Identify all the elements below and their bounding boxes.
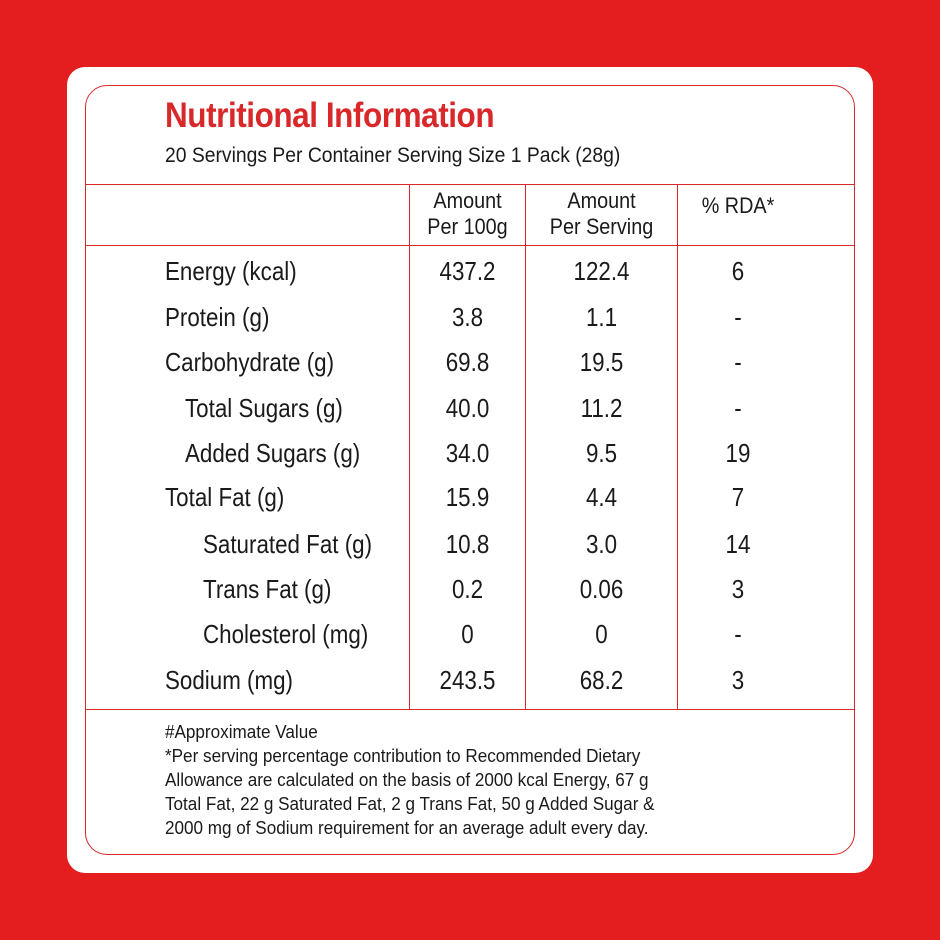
value-rda: 3 bbox=[731, 574, 745, 604]
nutrient-row-energy: Energy (kcal) 437.2 122.4 6 bbox=[0, 248, 940, 294]
nutrient-row-total-fat: Total Fat (g) 15.9 4.4 7 bbox=[0, 474, 940, 520]
value-rda: 3 bbox=[731, 665, 745, 695]
value-rda: - bbox=[734, 302, 742, 332]
nutrient-row-saturated-fat: Saturated Fat (g) 10.8 3.0 14 bbox=[0, 521, 940, 567]
value-per-serving: 19.5 bbox=[579, 347, 624, 377]
column-divider-2 bbox=[525, 185, 526, 710]
footnote-line: Allowance are calculated on the basis of… bbox=[165, 770, 649, 790]
nutrient-row-carbohydrate: Carbohydrate (g) 69.8 19.5 - bbox=[0, 339, 940, 385]
value-per-serving: 1.1 bbox=[585, 302, 618, 332]
label-card bbox=[67, 67, 873, 873]
nutrient-label: Trans Fat (g) bbox=[203, 574, 332, 604]
value-per-100g: 437.2 bbox=[439, 256, 496, 286]
column-header-rda: % RDA* bbox=[701, 193, 775, 218]
value-rda: 14 bbox=[725, 529, 751, 559]
nutrient-label: Energy (kcal) bbox=[165, 256, 297, 286]
nutrient-label: Total Sugars (g) bbox=[185, 393, 343, 423]
nutrient-row-protein: Protein (g) 3.8 1.1 - bbox=[0, 294, 940, 340]
value-per-100g: 69.8 bbox=[445, 347, 490, 377]
nutrient-label: Carbohydrate (g) bbox=[165, 347, 335, 377]
panel-title: Nutritional Information bbox=[165, 96, 495, 135]
value-per-serving: 9.5 bbox=[585, 438, 618, 468]
serving-info: 20 Servings Per Container Serving Size 1… bbox=[165, 144, 621, 167]
nutrient-label: Protein (g) bbox=[165, 302, 270, 332]
column-divider-1 bbox=[409, 185, 410, 710]
footnote-line: #Approximate Value bbox=[165, 722, 318, 742]
value-rda: - bbox=[734, 393, 742, 423]
footnote-line: Total Fat, 22 g Saturated Fat, 2 g Trans… bbox=[165, 794, 655, 814]
value-rda: 6 bbox=[731, 256, 745, 286]
nutrient-label: Total Fat (g) bbox=[165, 482, 285, 512]
value-per-100g: 34.0 bbox=[445, 438, 490, 468]
value-rda: 19 bbox=[725, 438, 751, 468]
value-per-100g: 0 bbox=[461, 619, 474, 649]
value-per-100g: 10.8 bbox=[445, 529, 490, 559]
nutrient-label: Saturated Fat (g) bbox=[203, 529, 373, 559]
column-header-line: Per 100g bbox=[427, 214, 508, 239]
value-per-serving: 3.0 bbox=[585, 529, 618, 559]
footnotes: #Approximate Value *Per serving percenta… bbox=[165, 720, 805, 840]
column-header-line: Amount bbox=[433, 188, 502, 213]
value-per-serving: 68.2 bbox=[579, 665, 624, 695]
nutrient-label: Added Sugars (g) bbox=[185, 438, 361, 468]
nutrient-row-cholesterol: Cholesterol (mg) 0 0 - bbox=[0, 611, 940, 657]
column-header-per-100g: Amount Per 100g bbox=[416, 188, 520, 240]
value-per-100g: 3.8 bbox=[451, 302, 484, 332]
value-per-serving: 4.4 bbox=[585, 482, 618, 512]
footnote-line: *Per serving percentage contribution to … bbox=[165, 746, 641, 766]
value-per-serving: 122.4 bbox=[573, 256, 630, 286]
nutrient-label: Cholesterol (mg) bbox=[203, 619, 369, 649]
column-divider-3 bbox=[677, 185, 678, 710]
column-header-per-serving: Amount Per Serving bbox=[534, 188, 670, 240]
value-per-100g: 15.9 bbox=[445, 482, 490, 512]
nutrition-panel-border bbox=[85, 85, 855, 855]
header-bottom-rule bbox=[86, 245, 855, 246]
table-bottom-rule bbox=[86, 709, 855, 710]
value-rda: - bbox=[734, 619, 742, 649]
value-per-100g: 0.2 bbox=[451, 574, 484, 604]
column-header-line: Amount bbox=[567, 188, 636, 213]
value-per-serving: 11.2 bbox=[580, 393, 623, 423]
value-per-serving: 0 bbox=[595, 619, 608, 649]
value-per-100g: 243.5 bbox=[439, 665, 496, 695]
value-per-serving: 0.06 bbox=[579, 574, 624, 604]
value-rda: - bbox=[734, 347, 742, 377]
value-rda: 7 bbox=[731, 482, 745, 512]
value-per-100g: 40.0 bbox=[445, 393, 490, 423]
nutrient-row-total-sugars: Total Sugars (g) 40.0 11.2 - bbox=[0, 385, 940, 431]
nutrient-row-trans-fat: Trans Fat (g) 0.2 0.06 3 bbox=[0, 566, 940, 612]
nutrient-row-sodium: Sodium (mg) 243.5 68.2 3 bbox=[0, 657, 940, 703]
nutrient-row-added-sugars: Added Sugars (g) 34.0 9.5 19 bbox=[0, 430, 940, 476]
nutrient-label: Sodium (mg) bbox=[165, 665, 293, 695]
table-top-rule bbox=[86, 184, 855, 185]
column-header-line: Per Serving bbox=[549, 214, 654, 239]
footnote-line: 2000 mg of Sodium requirement for an ave… bbox=[165, 818, 649, 838]
